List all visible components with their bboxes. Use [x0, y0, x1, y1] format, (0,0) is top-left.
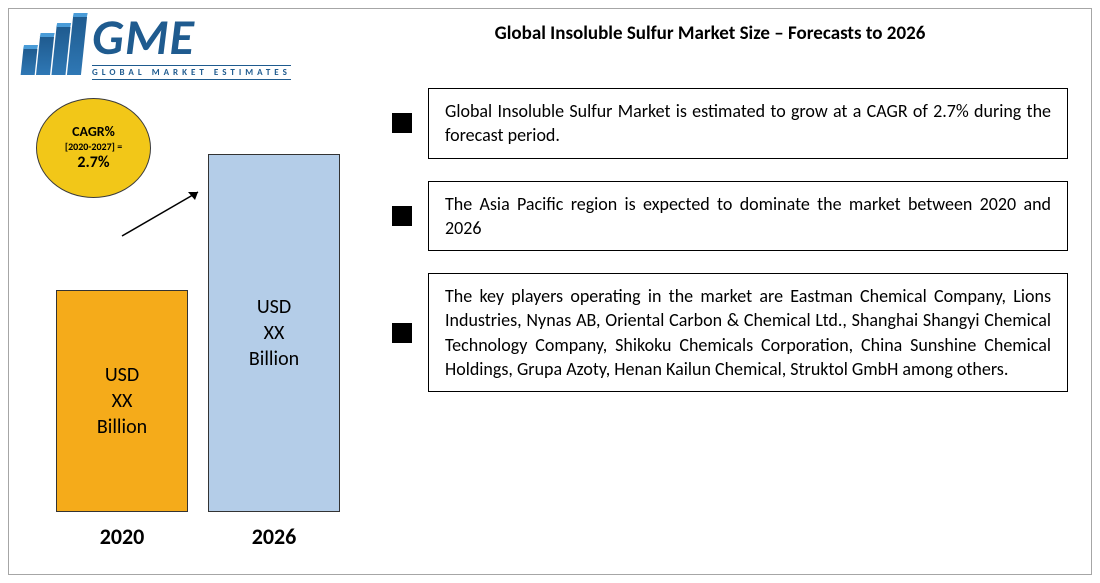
bullet-list: Global Insoluble Sulfur Market is estima…: [392, 88, 1068, 392]
logo-bars-icon: [22, 17, 84, 75]
page-title: Global Insoluble Sulfur Market Size – Fo…: [390, 22, 1030, 45]
bullet-box: The Asia Pacific region is expected to d…: [428, 181, 1068, 252]
logo-main: GME: [92, 13, 291, 63]
bar-2020: USDXXBillion: [56, 290, 188, 512]
square-marker-icon: [392, 206, 412, 226]
logo-sub: GLOBAL MARKET ESTIMATES: [92, 65, 291, 80]
bullet-row: The Asia Pacific region is expected to d…: [392, 181, 1068, 252]
logo: GME GLOBAL MARKET ESTIMATES: [22, 12, 332, 80]
cagr-label: CAGR%: [72, 123, 115, 141]
bullet-row: The key players operating in the market …: [392, 273, 1068, 392]
bar-2026: USDXXBillion: [208, 154, 340, 512]
logo-text: GME GLOBAL MARKET ESTIMATES: [92, 13, 291, 80]
cagr-period: [2020-2027] =: [65, 141, 122, 154]
bar-chart: CAGR% [2020-2027] = 2.7% USDXXBillion US…: [18, 90, 378, 560]
square-marker-icon: [392, 323, 412, 343]
bullet-box: The key players operating in the market …: [428, 273, 1068, 392]
bar-2026-label: USDXXBillion: [249, 294, 299, 372]
x-label-2020: 2020: [56, 523, 188, 550]
growth-arrow-icon: [116, 182, 211, 242]
bar-2020-label: USDXXBillion: [97, 362, 147, 440]
x-label-2026: 2026: [208, 523, 340, 550]
bullet-row: Global Insoluble Sulfur Market is estima…: [392, 88, 1068, 159]
bullet-box: Global Insoluble Sulfur Market is estima…: [428, 88, 1068, 159]
cagr-value: 2.7%: [77, 153, 109, 173]
square-marker-icon: [392, 113, 412, 133]
